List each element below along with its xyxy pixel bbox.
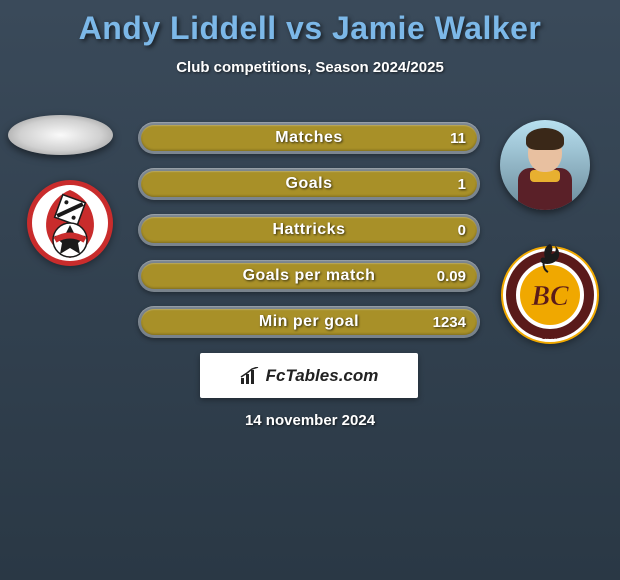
date-text: 14 november 2024 [0, 412, 620, 429]
club-crest-left [20, 178, 120, 268]
brand-text: FcTables.com [266, 366, 379, 386]
page-title: Andy Liddell vs Jamie Walker [0, 0, 620, 47]
stat-label: Hattricks [138, 214, 480, 246]
stat-value: 1234 [433, 306, 466, 338]
stat-label: Goals [138, 168, 480, 200]
bar-track: Matches 11 [138, 122, 480, 154]
stat-value: 0.09 [437, 260, 466, 292]
svg-text:• BANT •: • BANT • [538, 335, 561, 341]
bar-track: Goals per match 0.09 [138, 260, 480, 292]
stat-row: Hattricks 0 [138, 214, 480, 246]
svg-text:BC: BC [530, 281, 569, 312]
stat-value: 11 [450, 122, 466, 154]
player-right-avatar [500, 120, 590, 210]
stat-row: Goals 1 [138, 168, 480, 200]
stat-value: 1 [458, 168, 466, 200]
club-crest-right: BC • BANT • [500, 240, 600, 350]
bar-track: Hattricks 0 [138, 214, 480, 246]
stat-bars: Matches 11 Goals 1 Hattricks 0 Goals per… [138, 122, 480, 352]
bar-track: Min per goal 1234 [138, 306, 480, 338]
player-left-avatar [8, 115, 113, 155]
stat-label: Goals per match [138, 260, 480, 292]
chart-icon [240, 367, 260, 385]
stat-row: Goals per match 0.09 [138, 260, 480, 292]
brand-box: FcTables.com [200, 353, 418, 398]
bar-track: Goals 1 [138, 168, 480, 200]
stat-row: Matches 11 [138, 122, 480, 154]
stat-value: 0 [458, 214, 466, 246]
subtitle: Club competitions, Season 2024/2025 [0, 59, 620, 76]
stat-label: Min per goal [138, 306, 480, 338]
stat-label: Matches [138, 122, 480, 154]
stat-row: Min per goal 1234 [138, 306, 480, 338]
